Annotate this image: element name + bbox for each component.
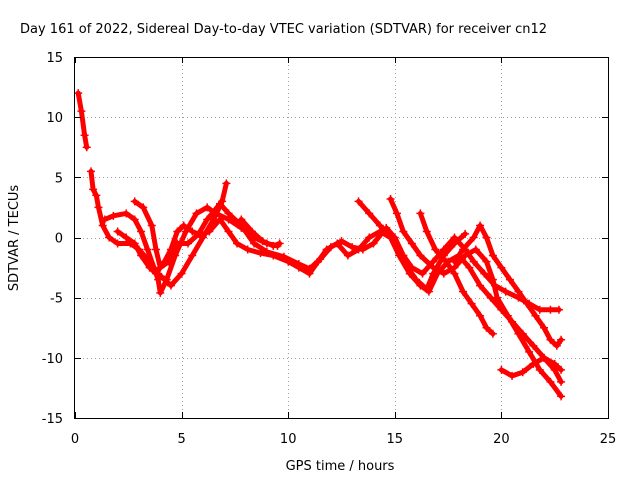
y-tick-label: -10 [42, 352, 63, 367]
x-tick-label: 15 [387, 432, 404, 447]
data-series-satellite-pass-10 [450, 221, 565, 349]
sdtvar-chart: Day 161 of 2022, Sidereal Day-to-day VTE… [0, 0, 640, 480]
x-tick-label: 10 [280, 432, 297, 447]
plot-area [74, 89, 565, 400]
chart-title: Day 161 of 2022, Sidereal Day-to-day VTE… [20, 22, 547, 37]
x-tick-label: 20 [493, 432, 510, 447]
y-tick-label: 5 [55, 171, 63, 186]
x-tick-label: 0 [71, 432, 79, 447]
y-tick-label: 15 [46, 51, 63, 66]
data-point [546, 306, 554, 314]
y-tick-label: 0 [55, 232, 63, 247]
data-series-satellite-pass-8 [387, 195, 566, 400]
y-tick-label: -15 [42, 412, 63, 427]
data-series-satellite-pass-1 [74, 89, 91, 151]
y-axis-title: SDTVAR / TECUs [7, 185, 22, 292]
series-line [78, 93, 87, 147]
y-tick-label: 10 [46, 111, 63, 126]
y-tick-label: -5 [50, 292, 63, 307]
x-tick-label: 25 [600, 432, 617, 447]
data-point [555, 306, 563, 314]
x-tick-label: 5 [177, 432, 185, 447]
x-axis-title: GPS time / hours [286, 459, 395, 474]
